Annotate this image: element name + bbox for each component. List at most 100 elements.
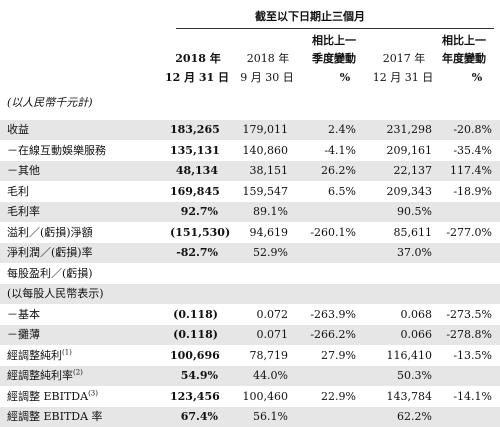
cell-col2: 0.072 (256, 308, 289, 321)
cell-col4: 0.066 (400, 328, 433, 341)
row-label-text: 經調整純利 (7, 349, 62, 362)
header-col3-unit: % (339, 71, 351, 84)
cell-col3: 22.9% (321, 390, 356, 403)
header-col5-unit: % (471, 71, 483, 84)
cell-col1: 54.9% (180, 369, 218, 382)
cell-col4: 90.5% (397, 205, 432, 218)
cell-col2: 94,619 (249, 226, 289, 239)
cell-col3: -266.2% (310, 328, 356, 341)
table-row: －攤薄 (0.118) 0.071 -266.2% 0.066 -278.8% (0, 325, 500, 345)
row-label-text: 經調整純利率 (7, 369, 73, 382)
cell-col2: 89.1% (253, 205, 288, 218)
cell-col5: -14.1% (453, 390, 492, 403)
header-col4-year: 2017 年 (382, 52, 426, 65)
row-label: －其他 (7, 161, 40, 181)
header-col4-date: 12 月 31 日 (372, 71, 434, 84)
row-label: 經調整純利(1) (7, 346, 72, 366)
row-label: －基本 (7, 305, 40, 325)
cell-col5: -18.9% (453, 185, 492, 198)
table-row: 經調整 EBITDA 率 67.4% 56.1% 62.2% (0, 407, 500, 427)
cell-col1: 92.7% (180, 205, 218, 218)
cell-col3: 26.2% (321, 164, 356, 177)
cell-col2: 56.1% (253, 410, 288, 423)
table-row: －在線互動娛樂服務 135,131 140,860 -4.1% 209,161 -35.4… (0, 141, 500, 161)
cell-col1: 169,845 (170, 185, 220, 198)
table-row: 經調整純利(1) 100,696 78,719 27.9% 116,410 -13.5% (0, 346, 500, 366)
row-label-text: (以每股人民幣表示) (7, 287, 104, 300)
cell-col3: 6.5% (328, 185, 356, 198)
row-label-text: 收益 (7, 123, 29, 136)
row-label-text: 溢利／(虧損)淨額 (7, 226, 93, 239)
cell-col2: 0.071 (256, 328, 289, 341)
row-label: 經調整 EBITDA 率 (7, 407, 103, 427)
header-rule (176, 28, 494, 29)
footnote-ref: (3) (88, 389, 98, 398)
cell-col1: -82.7% (176, 246, 218, 259)
cell-col3: 2.4% (328, 123, 356, 136)
cell-col4: 0.068 (400, 308, 433, 321)
cell-col1: (0.118) (173, 308, 218, 321)
table-row: 毛利 169,845 159,547 6.5% 209,343 -18.9% (0, 182, 500, 202)
cell-col1: 183,265 (170, 123, 220, 136)
cell-col3: 27.9% (321, 349, 356, 362)
cell-col5: -278.8% (446, 328, 492, 341)
row-label: 每股盈利／(虧損) (7, 264, 93, 284)
cell-col4: 209,343 (386, 185, 433, 198)
cell-col1: 100,696 (170, 349, 220, 362)
header-col2-year: 2018 年 (246, 52, 290, 65)
cell-col4: 37.0% (397, 246, 432, 259)
cell-col4: 22,137 (393, 164, 433, 177)
cell-col3: -4.1% (324, 144, 356, 157)
table-row: (以每股人民幣表示) (0, 284, 500, 304)
row-label: 溢利／(虧損)淨額 (7, 223, 93, 243)
header-col1-date: 12 月 31 日 (164, 71, 230, 84)
header-yoy-line1: 相比上一 (442, 34, 486, 47)
row-label-text: 經調整 EBITDA (7, 390, 89, 403)
cell-col5: 117.4% (450, 164, 492, 177)
row-label-text: 毛利 (7, 185, 29, 198)
cell-col2: 44.0% (253, 369, 288, 382)
cell-col4: 116,410 (386, 349, 433, 362)
table-row: 收益 183,265 179,011 2.4% 231,298 -20.8% (0, 120, 500, 140)
header-period-group: 截至以下日期止三個月 (255, 10, 365, 23)
table-row: 淨利潤／(虧損)率 -82.7% 52.9% 37.0% (0, 243, 500, 263)
cell-col2: 159,547 (242, 185, 289, 198)
cell-col3: -260.1% (310, 226, 356, 239)
cell-col2: 140,860 (242, 144, 289, 157)
cell-col3: -263.9% (310, 308, 356, 321)
cell-col4: 143,784 (386, 390, 433, 403)
row-label-text: 毛利率 (7, 205, 40, 218)
cell-col2: 179,011 (242, 123, 289, 136)
row-label: 收益 (7, 120, 29, 140)
footnote-ref: (1) (62, 348, 72, 357)
cell-col4: 50.3% (397, 369, 432, 382)
row-label: 毛利率 (7, 202, 40, 222)
cell-col4: 231,298 (386, 123, 433, 136)
cell-col2: 38,151 (249, 164, 289, 177)
cell-col2: 78,719 (249, 349, 289, 362)
cell-col1: 67.4% (180, 410, 218, 423)
row-label: －攤薄 (7, 325, 40, 345)
cell-col2: 100,460 (242, 390, 289, 403)
cell-col5: -273.5% (446, 308, 492, 321)
row-label: 經調整純利率(2) (7, 366, 83, 386)
cell-col4: 62.2% (397, 410, 432, 423)
footnote-ref: (2) (73, 368, 83, 377)
row-label: －在線互動娛樂服務 (7, 141, 106, 161)
row-label-text: －攤薄 (7, 328, 40, 341)
row-label: (以每股人民幣表示) (7, 284, 104, 304)
row-label: 毛利 (7, 182, 29, 202)
cell-col1: (151,530) (170, 226, 231, 239)
table-row: 毛利率 92.7% 89.1% 90.5% (0, 202, 500, 222)
cell-col4: 85,611 (393, 226, 433, 239)
financial-table-page: 截至以下日期止三個月 相比上一 季度變動 相比上一 年度變動 2018 年 20… (0, 10, 500, 427)
row-label-text: －在線互動娛樂服務 (7, 144, 106, 157)
table-row: 經調整純利率(2) 54.9% 44.0% 50.3% (0, 366, 500, 386)
header-col2-date: 9 月 30 日 (240, 71, 294, 84)
row-label-text: －其他 (7, 164, 40, 177)
row-label: 淨利潤／(虧損)率 (7, 243, 93, 263)
cell-col5: -20.8% (453, 123, 492, 136)
cell-col1: (0.118) (173, 328, 218, 341)
header-qoq-line1: 相比上一 (312, 34, 356, 47)
cell-col4: 209,161 (386, 144, 433, 157)
